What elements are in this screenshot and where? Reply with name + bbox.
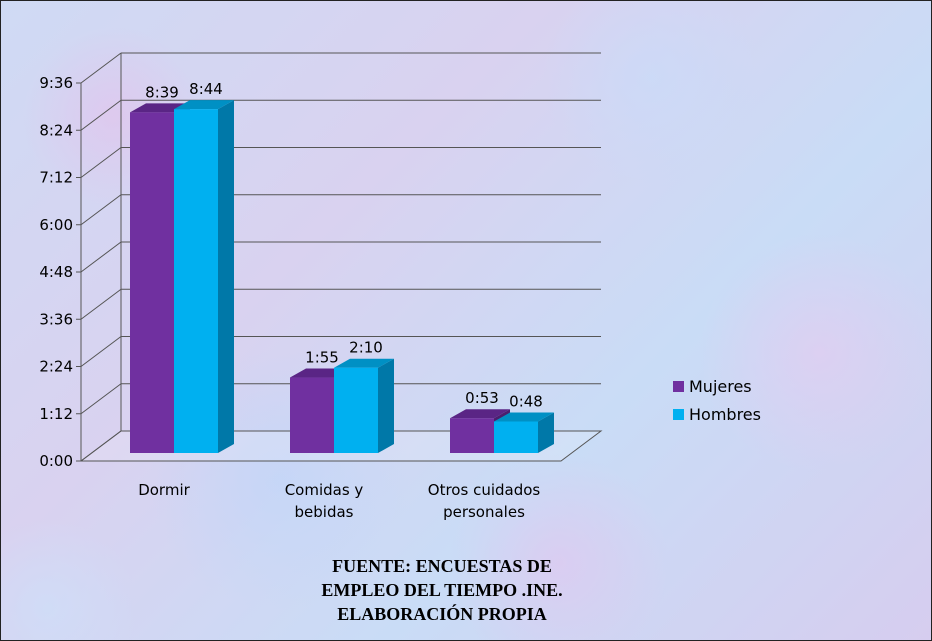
source-line-1: FUENTE: ENCUESTAS DE: [332, 556, 552, 576]
legend-label-hombres: Hombres: [689, 405, 761, 424]
y-tick-label-6: 7:12: [39, 169, 73, 187]
bar-top-hombres-0: [174, 100, 234, 110]
category-label-0-0: Dormir: [138, 481, 190, 499]
gridline-side-7: [80, 99, 122, 131]
legend-swatch-mujeres: [673, 381, 684, 392]
y-tick-label-2: 2:24: [39, 358, 73, 376]
bar-side-hombres-1: [378, 358, 394, 453]
source-line-2: EMPLEO DEL TIEMPO .INE.: [321, 580, 563, 600]
category-label-1-0: Comidas y: [285, 481, 364, 499]
gridline-side-5: [80, 194, 122, 226]
bar-mujeres-2: [450, 418, 494, 453]
gridline-side-4: [80, 241, 122, 273]
bar-side-hombres-2: [538, 412, 554, 453]
bar-top-hombres-2: [494, 412, 554, 422]
data-label-hombres-0: 8:44: [189, 80, 223, 98]
gridline-side-6: [80, 147, 122, 178]
gridline-side-3: [80, 288, 122, 320]
bar-side-hombres-0: [218, 100, 234, 453]
data-label-mujeres-0: 8:39: [145, 83, 179, 101]
bar-top-mujeres-2: [450, 409, 510, 419]
category-label-1-1: bebidas: [295, 503, 354, 521]
y-tick-label-7: 8:24: [39, 121, 73, 139]
y-tick-label-8: 9:36: [39, 74, 73, 92]
gridline-side-2: [80, 336, 122, 367]
y-tick-label-1: 1:12: [39, 405, 73, 423]
y-tick-label-3: 3:36: [39, 310, 73, 328]
legend-swatch-hombres: [673, 409, 684, 420]
category-label-2-0: Otros cuidados: [428, 481, 541, 499]
category-label-2-1: personales: [443, 503, 525, 521]
gridline-side-1: [80, 383, 122, 415]
legend-label-mujeres: Mujeres: [689, 377, 752, 396]
bar-mujeres-0: [130, 112, 174, 453]
data-label-hombres-2: 0:48: [509, 393, 543, 411]
source-line-3: ELABORACIÓN PROPIA: [337, 604, 547, 624]
bar-mujeres-1: [290, 377, 334, 453]
y-tick-label-4: 4:48: [39, 263, 73, 281]
y-tick-label-5: 6:00: [39, 216, 73, 234]
bar-top-hombres-1: [334, 358, 394, 368]
gridline-side-8: [80, 52, 122, 84]
data-label-mujeres-2: 0:53: [465, 389, 499, 407]
y-tick-label-0: 0:00: [39, 452, 73, 470]
bar-hombres-1: [334, 367, 378, 453]
source-note: FUENTE: ENCUESTAS DE EMPLEO DEL TIEMPO .…: [257, 554, 627, 626]
data-label-hombres-1: 2:10: [349, 339, 383, 357]
bar-hombres-0: [174, 109, 218, 453]
bar-hombres-2: [494, 421, 538, 453]
gridline-side-0: [80, 430, 122, 462]
data-label-mujeres-1: 1:55: [305, 349, 339, 367]
